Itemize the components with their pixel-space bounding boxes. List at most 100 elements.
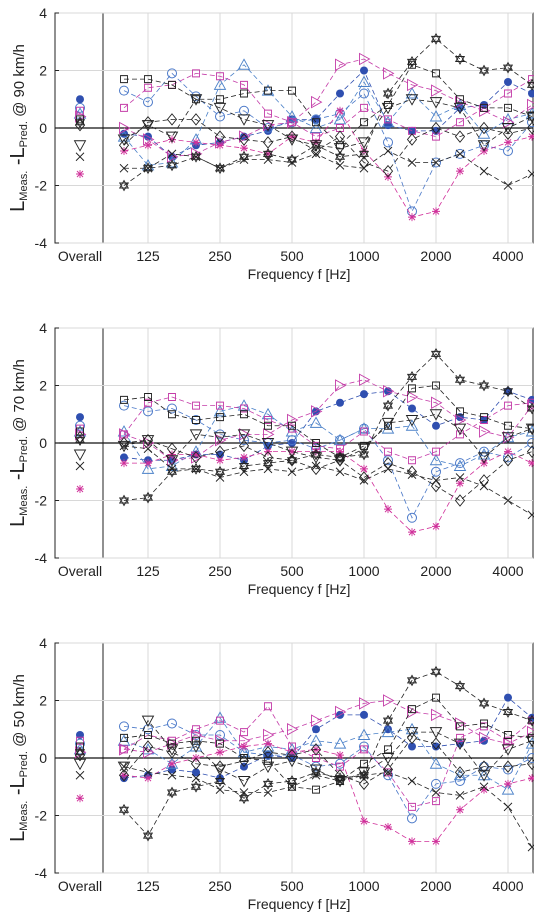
- data-point: [504, 78, 512, 86]
- data-point: [216, 748, 224, 756]
- y-axis-label-part: Meas.: [18, 486, 30, 516]
- data-point: [384, 505, 392, 513]
- data-point: [480, 416, 488, 424]
- y-axis-label-part: Pred.: [18, 436, 30, 462]
- panel: Overall 125 250 500 1000 2000 4000 -4 -2 0 2 4 Frequ…: [7, 635, 534, 912]
- data-point: [456, 167, 464, 175]
- y-tick-label: 2: [39, 63, 47, 79]
- x-tick-label: 2000: [420, 878, 451, 894]
- data-point: [408, 213, 416, 221]
- data-point: [360, 390, 368, 398]
- data-point: [240, 743, 248, 751]
- data-point: [144, 141, 152, 149]
- x-tick-label: 1000: [348, 878, 379, 894]
- x-tick-label: 250: [208, 563, 232, 579]
- data-point: [360, 817, 368, 825]
- panel: Overall 125 250 500 1000 2000 4000 -4 -2 0 2 4 Frequ…: [7, 320, 534, 597]
- y-tick-label: 2: [39, 693, 47, 709]
- data-point: [168, 760, 176, 768]
- y-axis-label-part: Meas.: [18, 801, 30, 831]
- y-axis-label-part: L: [7, 516, 29, 527]
- data-point: [360, 711, 368, 719]
- x-tick-label: 125: [136, 248, 160, 264]
- data-point: [408, 528, 416, 536]
- y-tick-label: 4: [39, 5, 47, 21]
- x-tick-label: Overall: [58, 248, 102, 264]
- data-point: [408, 837, 416, 845]
- y-axis-label: LMeas. -LPred. @ 70 km/h: [7, 359, 30, 527]
- data-point: [312, 725, 320, 733]
- x-tick-label: Overall: [58, 563, 102, 579]
- x-tick-label: 500: [280, 878, 304, 894]
- x-tick-label: 250: [208, 878, 232, 894]
- x-axis-label: Frequency f [Hz]: [248, 896, 351, 912]
- x-tick-label: Overall: [58, 878, 102, 894]
- y-axis-label-part: @ 50 km/h: [11, 674, 28, 751]
- data-point: [76, 731, 84, 739]
- y-axis-label-part: -L: [7, 777, 29, 800]
- y-tick-label: -4: [35, 865, 48, 881]
- y-axis-label-part: Meas.: [18, 171, 30, 201]
- data-point: [432, 837, 440, 845]
- x-tick-label: 500: [280, 563, 304, 579]
- x-tick-label: 4000: [492, 248, 523, 264]
- data-point: [384, 823, 392, 831]
- y-axis-label-part: @ 70 km/h: [11, 359, 28, 436]
- x-tick-label: 125: [136, 878, 160, 894]
- y-tick-label: -2: [35, 493, 48, 509]
- y-axis-label: LMeas. -LPred. @ 90 km/h: [7, 44, 30, 212]
- data-point: [336, 751, 344, 759]
- data-point: [336, 90, 344, 98]
- x-tick-label: 4000: [492, 878, 523, 894]
- x-tick-label: 4000: [492, 563, 523, 579]
- y-tick-label: -4: [35, 235, 48, 251]
- data-point: [432, 207, 440, 215]
- data-point: [76, 485, 84, 493]
- y-tick-label: -2: [35, 178, 48, 194]
- data-point: [336, 107, 344, 115]
- y-axis-label-part: -L: [7, 462, 29, 485]
- y-tick-label: 0: [39, 435, 47, 451]
- y-tick-label: 2: [39, 378, 47, 394]
- data-point: [120, 459, 128, 467]
- x-tick-label: 1000: [348, 563, 379, 579]
- y-axis-label-part: -L: [7, 147, 29, 170]
- data-point: [192, 138, 200, 146]
- data-point: [432, 422, 440, 430]
- x-tick-label: 125: [136, 563, 160, 579]
- x-tick-label: 1000: [348, 248, 379, 264]
- data-point: [432, 522, 440, 530]
- data-point: [76, 170, 84, 178]
- y-axis-label: LMeas. -LPred. @ 50 km/h: [7, 674, 30, 842]
- data-point: [144, 459, 152, 467]
- y-axis-label-part: Pred.: [18, 751, 30, 777]
- data-point: [76, 413, 84, 421]
- y-tick-label: 0: [39, 120, 47, 136]
- y-axis-label-part: L: [7, 201, 29, 212]
- data-point: [504, 780, 512, 788]
- y-axis-label-part: L: [7, 831, 29, 842]
- y-tick-label: 4: [39, 635, 47, 651]
- x-axis-label: Frequency f [Hz]: [248, 266, 351, 282]
- y-tick-label: -4: [35, 550, 48, 566]
- data-point: [336, 399, 344, 407]
- data-point: [504, 694, 512, 702]
- data-point: [408, 405, 416, 413]
- y-axis-label-part: @ 90 km/h: [11, 44, 28, 121]
- y-tick-label: 4: [39, 320, 47, 336]
- y-tick-label: 0: [39, 750, 47, 766]
- y-axis-label-part: Pred.: [18, 121, 30, 147]
- y-tick-label: -2: [35, 808, 48, 824]
- x-tick-label: 500: [280, 248, 304, 264]
- data-point: [360, 67, 368, 75]
- x-tick-label: 2000: [420, 563, 451, 579]
- x-tick-label: 250: [208, 248, 232, 264]
- data-point: [456, 806, 464, 814]
- x-axis-label: Frequency f [Hz]: [248, 581, 351, 597]
- x-tick-label: 2000: [420, 248, 451, 264]
- data-point: [76, 794, 84, 802]
- data-point: [76, 95, 84, 103]
- panel: Overall 125 250 500 1000 2000 4000 -4 -2 0 2 4 Frequ…: [7, 5, 534, 282]
